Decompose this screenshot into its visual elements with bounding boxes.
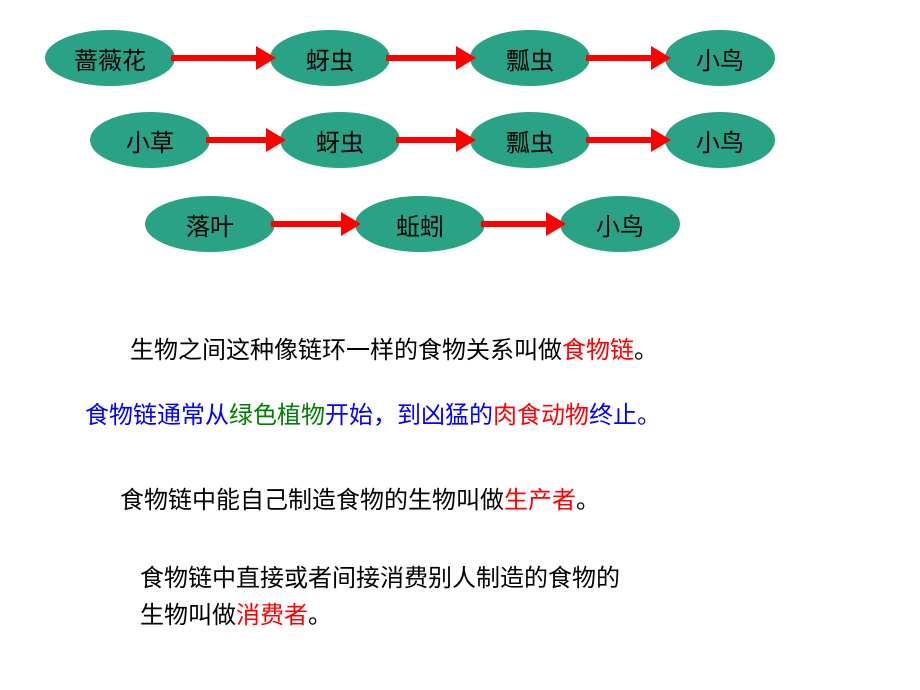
text-segment: 终止。 — [589, 403, 661, 429]
arrow-icon — [386, 55, 474, 61]
chain-node: 蚜虫 — [280, 112, 400, 168]
chain-node: 小鸟 — [560, 196, 680, 252]
chain-node: 小鸟 — [665, 112, 775, 168]
text-segment: 生物叫做 — [140, 603, 236, 629]
arrow-icon — [396, 137, 474, 143]
text-segment: 。 — [308, 603, 332, 629]
text-segment: 食物链 — [562, 338, 634, 364]
text-segment: 肉食动物 — [493, 403, 589, 429]
arrow-icon — [171, 55, 274, 61]
text-segment: 生物之间这种像链环一样的食物关系叫做 — [130, 338, 562, 364]
text-segment: 食物链通常从 — [85, 403, 229, 429]
description-line: 生物之间这种像链环一样的食物关系叫做食物链。 — [130, 330, 658, 365]
text-segment: 。 — [576, 488, 600, 514]
text-segment: 。 — [634, 338, 658, 364]
arrow-icon — [586, 137, 669, 143]
description-line: 食物链通常从绿色植物开始，到凶猛的肉食动物终止。 — [85, 395, 661, 430]
arrow-icon — [481, 221, 564, 227]
text-segment: 绿色植物 — [229, 403, 325, 429]
text-segment: 食物链中能自己制造食物的生物叫做 — [120, 488, 504, 514]
description-line: 生物叫做消费者。 — [140, 595, 332, 630]
chain-node: 瓢虫 — [470, 30, 590, 86]
text-segment: 消费者 — [236, 603, 308, 629]
text-segment: 生产者 — [504, 488, 576, 514]
text-segment: 开始，到凶猛的 — [325, 403, 493, 429]
arrow-icon — [206, 137, 284, 143]
chain-node: 落叶 — [145, 196, 275, 252]
description-line: 食物链中直接或者间接消费别人制造的食物的 — [140, 558, 620, 593]
chain-node: 小草 — [90, 112, 210, 168]
text-segment: 食物链中直接或者间接消费别人制造的食物的 — [140, 566, 620, 592]
chain-node: 蚯蚓 — [355, 196, 485, 252]
chain-node: 蔷薇花 — [45, 30, 175, 86]
chain-node: 瓢虫 — [470, 112, 590, 168]
arrow-icon — [586, 55, 669, 61]
arrow-icon — [271, 221, 359, 227]
chain-node: 小鸟 — [665, 30, 775, 86]
chain-node: 蚜虫 — [270, 30, 390, 86]
description-line: 食物链中能自己制造食物的生物叫做生产者。 — [120, 480, 600, 515]
